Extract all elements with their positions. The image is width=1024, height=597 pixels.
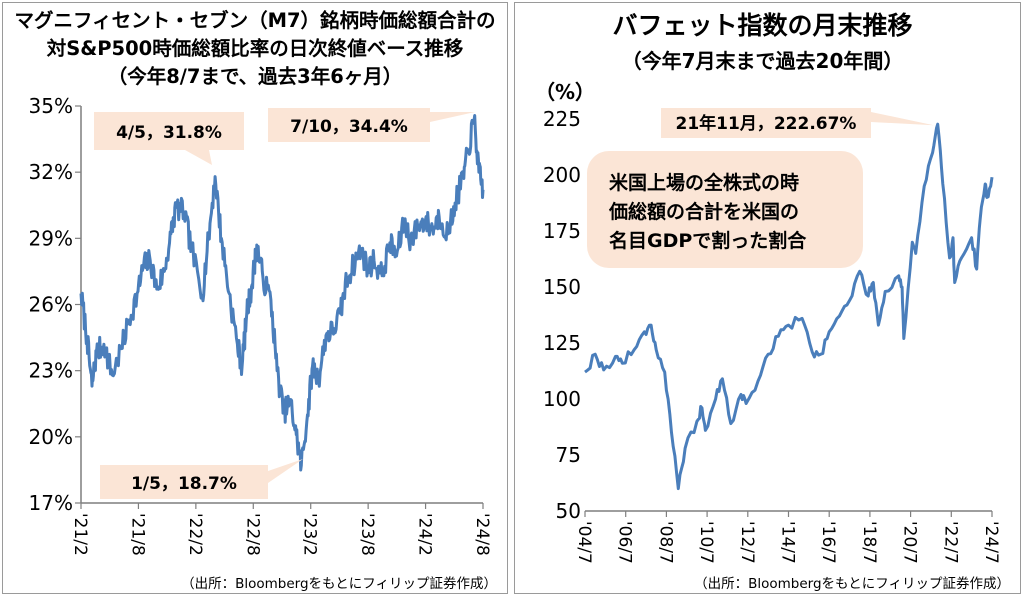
buffett-y-tick-label: 100: [543, 387, 581, 411]
m7-title-line-2: 対S&P500時価総額比率の日次終値ベース推移: [46, 37, 464, 60]
buffett-chart-subtitle: （今年7月末まで過去20年間）: [621, 49, 904, 73]
buffett-y-unit-label: （%）: [535, 80, 595, 104]
m7-chart-title: マグニフィセント・セブン（M7）銘柄時価総額合計の 対S&P500時価総額比率の…: [3, 7, 507, 91]
m7-callout-high-2022-label: 4/5，31.8%: [116, 123, 222, 143]
buffett-index-line: [584, 122, 994, 491]
m7-y-tick-label: 26%: [29, 293, 73, 317]
m7-y-tick-label: 35%: [29, 94, 73, 118]
buffett-x-tick-label: '16/7: [818, 521, 838, 564]
note-line-2: 価総額の合計を米国の: [609, 201, 800, 223]
buffett-index-chart: （%） 225 200 175 150 125 100 75 50'04/7 '06/7 '08/7…: [535, 80, 1001, 564]
m7-y-tick-label: 32%: [29, 160, 73, 184]
buffett-source-note: （出所：Bloombergをもとにフィリップ証券作成）: [694, 576, 1010, 592]
buffett-y-tick-label: 125: [543, 331, 581, 355]
buffett-x-tick-label: '18/7: [859, 521, 879, 564]
buffett-x-tick-label: '12/7: [737, 521, 757, 564]
m7-x-tick-label: '23/8: [357, 513, 377, 556]
buffett-x-tick-label: '22/7: [940, 521, 960, 564]
buffett-index-panel: バフェット指数の月末推移 （今年7月末まで過去20年間） 米国上場の全株式の時 …: [514, 2, 1021, 594]
m7-ratio-panel: マグニフィセント・セブン（M7）銘柄時価総額合計の 対S&P500時価総額比率の…: [2, 2, 508, 594]
m7-x-tick-label: '22/8: [242, 513, 262, 556]
buffett-y-tick-label: 175: [543, 219, 581, 243]
m7-y-tick-label: 29%: [29, 226, 73, 250]
buffett-y-tick-label: 225: [543, 107, 581, 131]
buffett-y-tick-label: 75: [556, 443, 581, 467]
buffett-x-tick-label: '10/7: [696, 521, 716, 564]
buffett-x-tick-label: '14/7: [778, 521, 798, 564]
m7-x-tick-label: '21/8: [127, 513, 147, 556]
m7-callout-high-2024-label: 7/10，34.4%: [290, 117, 408, 137]
m7-y-tick-label: 23%: [29, 359, 73, 383]
m7-callout-high-2024-pointer: [430, 112, 475, 122]
m7-callout-high-2022-pointer: [185, 150, 212, 165]
buffett-y-tick-label: 150: [543, 275, 581, 299]
m7-callout-low-2023-label: 1/5，18.7%: [131, 474, 237, 494]
buffett-x-tick-label: '24/7: [981, 521, 1001, 564]
m7-x-tick-label: '24/8: [472, 513, 492, 556]
m7-callout-low-2023-box: [100, 465, 268, 499]
buffett-x-tick-label: '06/7: [615, 521, 635, 564]
m7-title-line-1: マグニフィセント・セブン（M7）銘柄時価総額合計の: [14, 9, 496, 32]
m7-ratio-line: [79, 114, 485, 472]
m7-x-tick-label: '21/2: [70, 513, 90, 556]
m7-source-note: （出所：Bloombergをもとにフィリップ証券作成）: [181, 576, 497, 592]
m7-x-tick-label: '23/2: [300, 513, 320, 556]
m7-y-tick-label: 17%: [29, 491, 73, 515]
note-line-3: 名目GDPで割った割合: [609, 230, 807, 252]
buffett-chart-title: バフェット指数の月末推移: [612, 11, 913, 40]
m7-y-tick-label: 20%: [29, 425, 73, 449]
buffett-x-tick-label: '08/7: [655, 521, 675, 564]
buffett-x-tick-label: '04/7: [574, 521, 594, 564]
m7-callout-high-2022-box: [94, 112, 244, 150]
m7-ratio-chart: 35% 32% 29% 26% 23% 20% 17%'21/2 '21/8 '22/2 '22/…: [29, 94, 492, 556]
m7-x-tick-label: '22/2: [185, 513, 205, 556]
buffett-x-tick-label: '20/7: [900, 521, 920, 564]
buffett-callout-peak-label: 21年11月，222.67%: [676, 113, 857, 134]
buffett-definition-note: 米国上場の全株式の時 価総額の合計を米国の 名目GDPで割った割合: [587, 151, 863, 268]
buffett-callout-peak-pointer: [871, 112, 934, 126]
m7-callout-low-2023-pointer: [268, 459, 303, 483]
buffett-y-tick-label: 50: [556, 499, 581, 523]
buffett-callout-peak-box: [661, 108, 871, 138]
m7-title-line-3: （今年8/7まで、過去3年6ヶ月）: [107, 65, 403, 88]
m7-x-tick-label: '24/2: [415, 513, 435, 556]
buffett-y-tick-label: 200: [543, 163, 581, 187]
note-line-1: 米国上場の全株式の時: [609, 172, 800, 194]
m7-callout-high-2024-box: [268, 108, 430, 142]
